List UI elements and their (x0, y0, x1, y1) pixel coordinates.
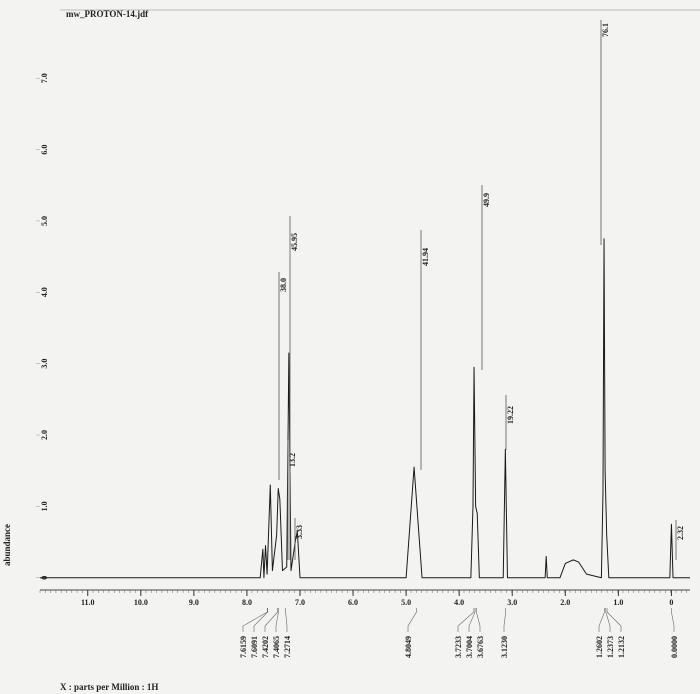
peak-label: 4.8049 (404, 636, 413, 658)
peak-marker (598, 608, 605, 632)
peak-label: 7.4065 (272, 636, 281, 658)
x-tick-label: 1.0 (613, 598, 623, 607)
peak-marker (671, 608, 675, 632)
integral-label: 13.2 (288, 453, 297, 467)
integral-label: 38.0 (279, 278, 288, 292)
peak-label: 1.2602 (595, 636, 604, 658)
peak-label: 7.4202 (261, 636, 270, 658)
x-tick-label: 2.0 (560, 598, 570, 607)
x-tick-label: 6.0 (348, 598, 358, 607)
y-tick-label: 4.0 (40, 287, 49, 297)
peak-label: 1.2373 (606, 636, 615, 658)
integral-label: 45.95 (290, 233, 299, 251)
integral-label: 49.9 (482, 193, 491, 207)
y-axis-label: abundance (2, 524, 12, 566)
peak-marker (275, 608, 279, 632)
spectrum-line (40, 238, 690, 579)
peak-marker (468, 608, 476, 632)
peak-marker (457, 608, 475, 632)
y-tick-label: 6.0 (40, 145, 49, 155)
peak-label: 3.7004 (465, 636, 474, 658)
y-tick-label: 1.0 (40, 501, 49, 511)
x-tick-label: 8.0 (242, 598, 252, 607)
peak-marker (407, 608, 417, 632)
x-tick-label: 7.0 (295, 598, 305, 607)
peak-label: 3.1230 (500, 636, 509, 658)
x-tick-label: 4.0 (454, 598, 464, 607)
peak-marker (242, 608, 268, 632)
peak-label: 0.0000 (670, 636, 679, 658)
x-axis-label: X : parts per Million : 1H (60, 682, 158, 692)
chart-title: mw_PROTON-14.jdf (66, 9, 149, 19)
x-tick-label: 9.0 (189, 598, 199, 607)
peak-marker (253, 608, 268, 632)
integral-label: 19.22 (506, 406, 515, 424)
y-tick-label: 7.0 (40, 73, 49, 83)
peak-marker (264, 608, 279, 632)
y-tick-label: 3.0 (40, 359, 49, 369)
peak-marker (503, 608, 507, 632)
y-tick-label: 2.0 (40, 430, 49, 440)
y-tick-label: 5.0 (40, 216, 49, 226)
integral-label: 3.33 (295, 525, 304, 539)
peak-marker (605, 608, 611, 632)
integral-label: 2.32 (676, 526, 685, 540)
x-tick-label: 11.0 (81, 598, 95, 607)
peak-label: 3.6763 (476, 636, 485, 658)
peak-marker (606, 608, 622, 632)
peak-marker (285, 608, 288, 632)
x-tick-label: 0 (669, 598, 673, 607)
x-tick-label: 5.0 (401, 598, 411, 607)
peak-marker (476, 608, 481, 632)
peak-label: 7.2714 (283, 636, 292, 658)
peak-label: 7.6091 (250, 636, 259, 658)
peak-label: 7.6159 (239, 636, 248, 658)
integral-label: 41.94 (421, 248, 430, 266)
peak-label: 1.2132 (617, 636, 626, 658)
x-tick-label: 10.0 (134, 598, 148, 607)
peak-label: 3.7233 (454, 636, 463, 658)
x-tick-label: 3.0 (507, 598, 517, 607)
integral-label: 76.1 (601, 23, 610, 37)
